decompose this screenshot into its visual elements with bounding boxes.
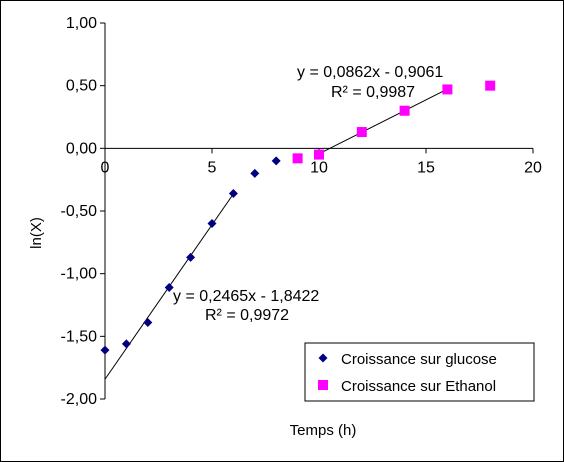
x-tick-label: 5 xyxy=(208,159,217,176)
y-tick-label: -2,00 xyxy=(61,391,98,408)
x-tick-label: 10 xyxy=(310,159,328,176)
data-point-glucose xyxy=(100,345,110,355)
y-tick-label: 1,00 xyxy=(66,15,97,32)
trend-equation-glucose: y = 0,2465x - 1,8422 xyxy=(173,288,319,305)
x-axis-title: Temps (h) xyxy=(290,422,357,439)
y-tick-label: 0,00 xyxy=(66,140,97,157)
data-points xyxy=(100,80,496,355)
data-point-ethanol xyxy=(292,153,303,164)
trend-r2-ethanol: R² = 0,9987 xyxy=(331,84,415,101)
tick-labels: 1,00 0,50 0,00 -0,50 -1,00 -1,50 -2,00 0 5 10 15 20 xyxy=(61,15,542,408)
x-tick-label: 20 xyxy=(524,159,542,176)
y-axis-title: ln(X) xyxy=(28,217,45,249)
legend-label-glucose: Croissance sur glucose xyxy=(341,351,497,368)
data-point-glucose xyxy=(207,219,217,229)
data-point-ethanol xyxy=(442,84,453,95)
trend-equation-ethanol: y = 0,0862x - 0,9061 xyxy=(297,64,443,81)
data-point-glucose xyxy=(271,156,281,166)
data-point-ethanol xyxy=(356,127,367,138)
data-point-glucose xyxy=(164,282,174,292)
legend-box xyxy=(304,342,535,402)
data-point-glucose xyxy=(143,318,153,328)
legend: Croissance sur glucose Croissance sur Et… xyxy=(304,342,535,402)
data-point-ethanol xyxy=(399,105,410,116)
y-tick-label: -0,50 xyxy=(61,203,98,220)
legend-marker-glucose xyxy=(318,353,328,363)
data-point-ethanol xyxy=(485,80,496,91)
x-tick-label: 15 xyxy=(417,159,435,176)
data-point-glucose xyxy=(186,252,196,262)
data-point-ethanol xyxy=(314,149,324,160)
data-point-glucose xyxy=(121,339,131,349)
legend-label-ethanol: Croissance sur Ethanol xyxy=(341,378,496,395)
data-point-glucose xyxy=(250,168,260,178)
legend-marker-ethanol xyxy=(318,380,328,390)
trend-r2-glucose: R² = 0,9972 xyxy=(205,307,289,324)
data-point-glucose xyxy=(228,188,238,198)
y-tick-label: -1,00 xyxy=(61,266,98,283)
x-tick-label: 0 xyxy=(101,159,110,176)
y-tick-label: -1,50 xyxy=(61,328,98,345)
y-tick-label: 0,50 xyxy=(66,78,97,95)
trendline-ethanol xyxy=(318,88,448,155)
axes xyxy=(100,22,534,400)
trendlines xyxy=(104,88,448,380)
